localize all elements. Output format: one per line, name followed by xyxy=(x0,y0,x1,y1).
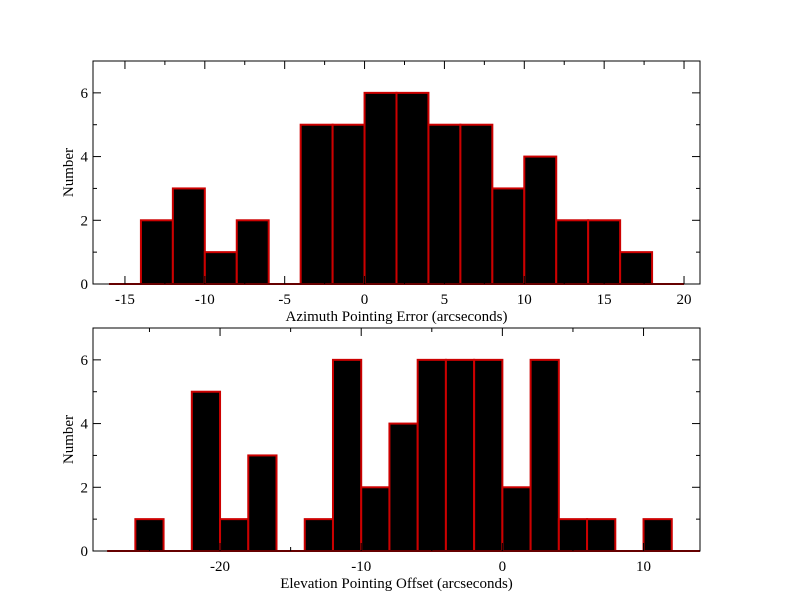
histogram-bar xyxy=(459,123,494,286)
histogram-bar xyxy=(555,219,590,286)
histogram-bar xyxy=(303,518,334,553)
x-tick-label: 20 xyxy=(677,292,692,308)
histogram-bar xyxy=(203,251,238,285)
histogram-bar xyxy=(619,251,654,285)
x-tick-label: 10 xyxy=(636,559,651,575)
histogram-bar xyxy=(642,518,673,553)
histogram-bar xyxy=(416,358,447,552)
y-axis-title: Number xyxy=(61,415,77,464)
y-tick-label: 0 xyxy=(81,277,89,293)
x-tick-label: 5 xyxy=(441,292,449,308)
histogram-bar xyxy=(586,518,617,553)
y-tick-label: 2 xyxy=(81,480,89,496)
histogram-bar xyxy=(557,518,589,553)
azimuth-histogram-panel: -15 -10 -5 0 5 10 15 20 0 2 4 6 Azimuth Pointing Err… xyxy=(61,60,701,325)
histogram-bar xyxy=(190,390,222,553)
histogram-bar xyxy=(219,518,250,553)
histogram-bar xyxy=(360,486,391,552)
x-tick-label: -15 xyxy=(115,292,135,308)
histogram-bar xyxy=(171,187,206,285)
histogram-bar xyxy=(427,123,462,286)
x-tick-label: -5 xyxy=(278,292,291,308)
histogram-bar xyxy=(247,454,278,552)
histogram-bar xyxy=(388,422,419,553)
x-axis-title: Elevation Pointing Offset (arcseconds) xyxy=(280,576,513,592)
histogram-bar xyxy=(491,187,526,285)
histogram-bar xyxy=(299,123,334,286)
y-axis-title: Number xyxy=(61,148,77,197)
x-tick-label: -10 xyxy=(351,559,371,575)
plot-frame xyxy=(92,327,701,552)
x-tick-label: -10 xyxy=(195,292,215,308)
plot-frame xyxy=(92,60,701,285)
histogram-bar xyxy=(501,486,532,552)
y-tick-label: 6 xyxy=(81,86,89,102)
y-tick-label: 2 xyxy=(81,213,89,229)
x-tick-label: -20 xyxy=(210,559,230,575)
histogram-bar xyxy=(331,123,366,286)
histogram-bar xyxy=(363,91,398,285)
x-tick-label: 0 xyxy=(499,559,507,575)
elevation-histogram-panel: -20 -10 0 10 0 2 4 6 Elevation Pointing Offset (… xyxy=(61,327,701,592)
y-tick-label: 6 xyxy=(81,353,89,369)
y-tick-label: 0 xyxy=(81,544,89,560)
histogram-bar xyxy=(331,358,363,552)
histogram-bar xyxy=(444,358,476,552)
y-tick-label: 4 xyxy=(81,417,89,433)
histogram-bar xyxy=(134,518,165,553)
histogram-bar xyxy=(395,91,430,285)
histogram-bar xyxy=(139,219,174,286)
histogram-bar xyxy=(587,219,622,286)
x-tick-label: 0 xyxy=(361,292,369,308)
histogram-bar xyxy=(523,155,558,285)
histogram-bar xyxy=(473,358,504,552)
histogram-bar xyxy=(529,358,560,552)
histogram-bar xyxy=(235,219,270,286)
x-tick-label: 10 xyxy=(517,292,532,308)
x-tick-label: 15 xyxy=(597,292,612,308)
y-tick-label: 4 xyxy=(81,150,89,166)
x-axis-title: Azimuth Pointing Error (arcseconds) xyxy=(285,309,507,325)
